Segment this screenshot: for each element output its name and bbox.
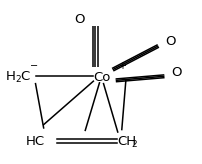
Text: O: O	[164, 35, 175, 48]
Text: O: O	[74, 13, 84, 26]
Text: O: O	[170, 66, 181, 80]
Text: Co: Co	[92, 71, 110, 84]
Text: −: −	[30, 61, 38, 71]
Text: +: +	[117, 61, 125, 71]
Text: HC: HC	[26, 135, 45, 148]
Text: 2: 2	[131, 140, 137, 149]
Text: H: H	[6, 70, 16, 83]
Text: CH: CH	[117, 135, 136, 148]
Text: C: C	[20, 70, 29, 83]
Text: 2: 2	[15, 75, 21, 84]
